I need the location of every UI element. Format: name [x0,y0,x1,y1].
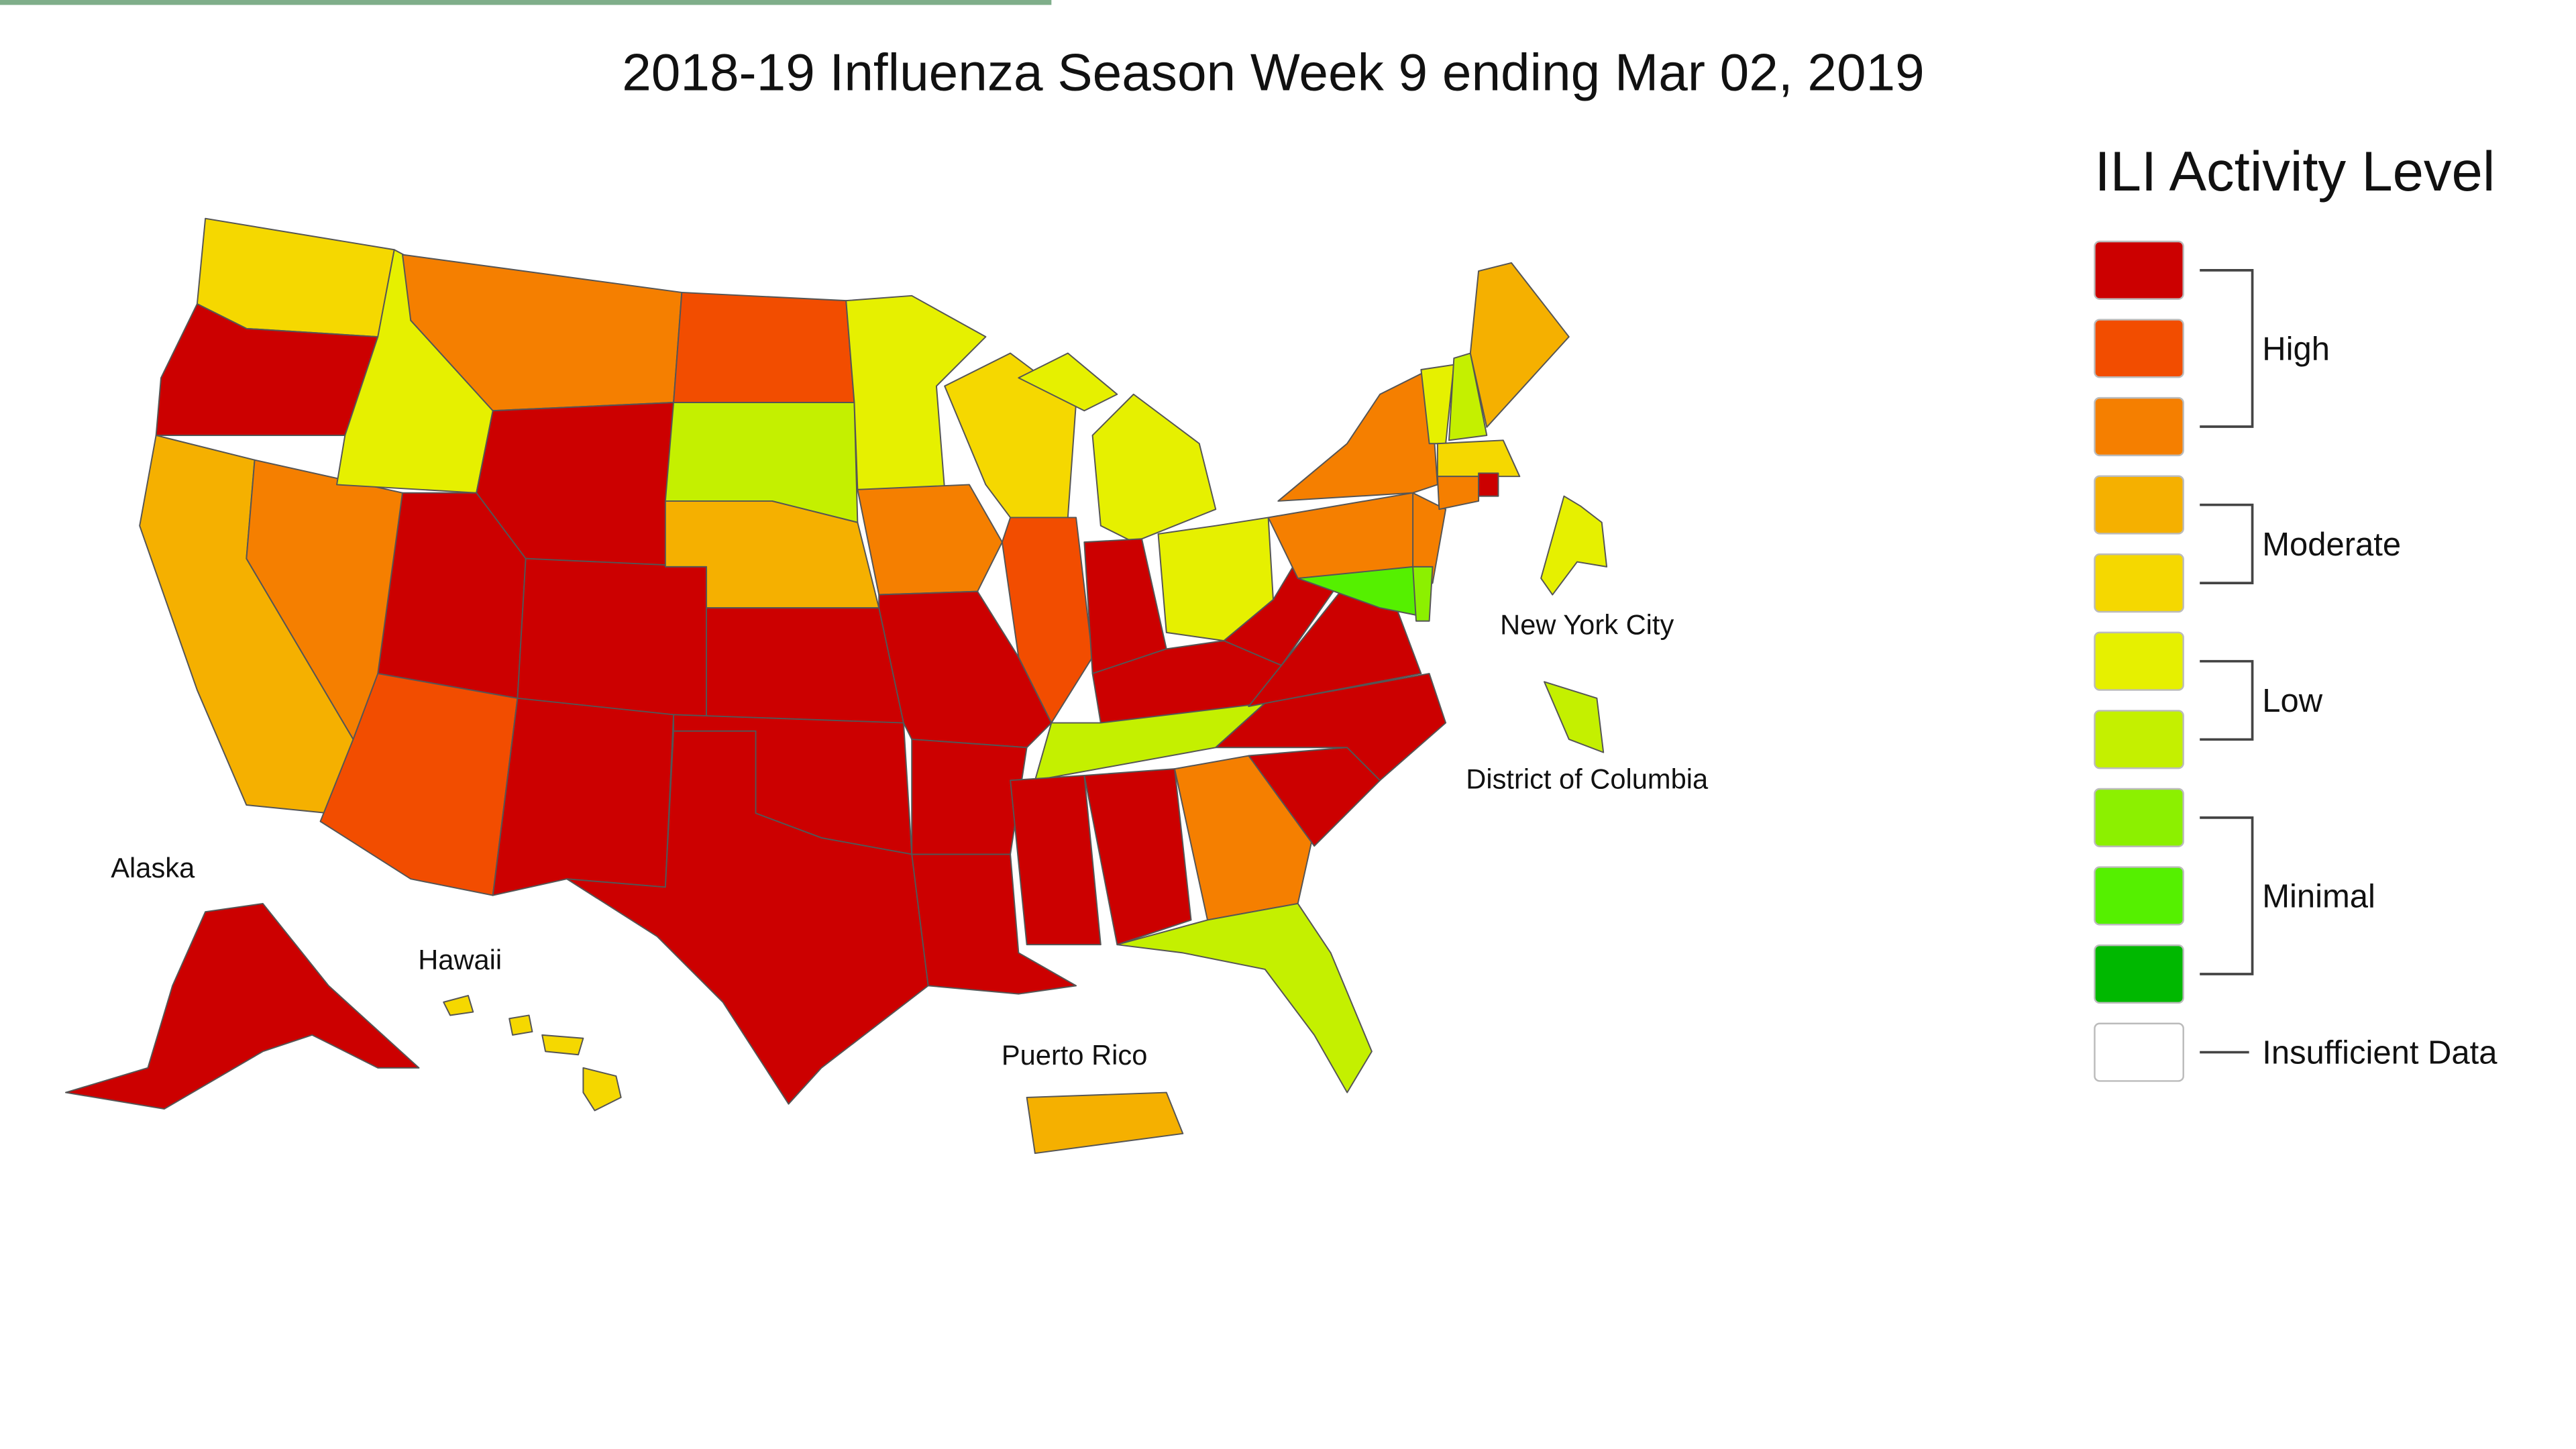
legend-swatch [2094,396,2184,457]
legend-swatch [2094,475,2184,535]
state [1267,492,1430,580]
state [1010,774,1102,946]
legend-bracket [2200,816,2254,975]
state [1412,492,1447,584]
map-label: Hawaii [418,944,502,975]
map-label: Puerto Rico [1002,1039,1147,1071]
legend: High Moderate Low Minimal Insufficient Data [2094,240,2498,1082]
state [517,557,708,724]
legend-swatch [2094,1022,2184,1082]
legend-title: ILI Activity Level [2094,140,2495,203]
dc-inset [1544,681,1605,753]
map-label: Alaska [111,852,195,883]
legend-bracket [2200,269,2254,428]
legend-bracket [2200,503,2254,584]
state [1091,393,1217,543]
legend-label: High [2262,331,2330,368]
state [911,739,1028,855]
state [1448,352,1488,441]
states [64,217,1608,1155]
legend-swatch [2094,710,2184,769]
hawaii [443,995,474,1016]
nyc-inset [1540,495,1608,596]
legend-swatch [2094,788,2184,847]
legend-swatch [2094,240,2184,300]
legend-label: Moderate [2262,527,2401,563]
state [1116,902,1373,1093]
state [1083,768,1192,946]
state [1436,439,1521,478]
state [845,294,987,490]
legend-swatch [2094,553,2184,613]
state [1277,369,1438,502]
hawaii [541,1034,584,1056]
legend-bracket [2200,659,2254,741]
legend-swatch [2094,319,2184,378]
puerto-rico [1026,1091,1184,1155]
hawaii [582,1067,622,1112]
legend-swatch [2094,944,2184,1004]
legend-swatch [2094,631,2184,691]
state [911,853,1077,995]
legend-label: Low [2262,683,2322,719]
state [1436,476,1480,511]
state [857,484,1003,596]
legend-swatch [2094,866,2184,926]
state [492,697,675,896]
map-label: New York City [1500,608,1674,640]
legend-label: Minimal [2262,879,2375,915]
hawaii [508,1014,533,1036]
state [1412,566,1434,622]
map-title: 2018-19 Influenza Season Week 9 ending M… [622,43,1925,102]
state [706,607,904,724]
state [1478,472,1499,497]
state [566,730,929,1105]
state [1018,352,1118,412]
state [673,291,855,403]
state [1469,262,1570,428]
legend-label: Insufficient Data [2262,1035,2498,1071]
top-strip [0,0,1052,5]
alaska [64,902,420,1110]
map-label: District of Columbia [1466,763,1709,795]
